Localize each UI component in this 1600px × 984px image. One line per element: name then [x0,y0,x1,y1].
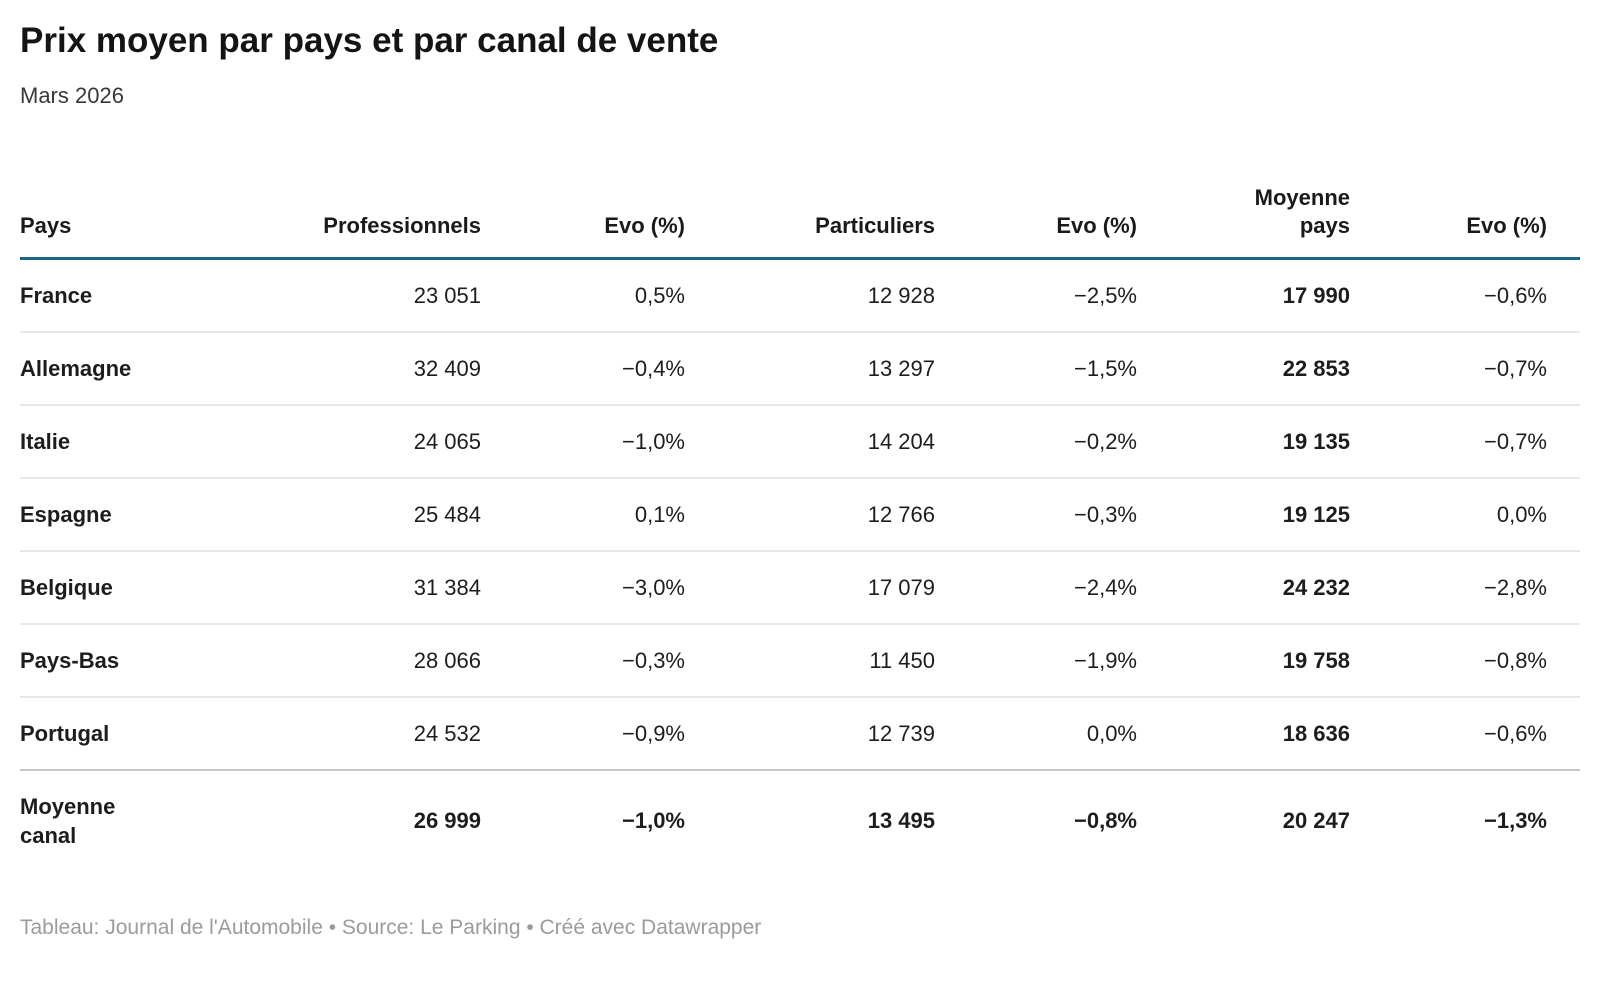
cell-evo-moyenne-pays: −0,6% [1484,282,1547,308]
table-body: France 23 051 0,5% 12 928 −2,5% 17 990 −0,6% Al… [20,258,1580,871]
header-row: Pays Professionnels Evo (%) Particuliers… [20,110,1580,260]
column-header-evo-professionnels: Evo (%) [481,110,685,260]
cell-evo-professionnels: −3,0% [481,549,685,624]
column-header-label: Evo (%) [1056,213,1137,239]
cell-evo-particuliers: −0,8% [935,768,1137,871]
cell-particuliers: 12 766 [685,476,935,551]
table-row: Portugal 24 532 −0,9% 12 739 0,0% 18 636 −0,6% [20,695,1580,770]
pays-label: Italie [20,428,71,454]
cell-moyenne-pays: 19 135 [1137,403,1350,478]
cell-particuliers: 12 928 [867,282,935,308]
cell-evo-moyenne-pays: −0,6% [1350,695,1580,770]
table-row: France 23 051 0,5% 12 928 −2,5% 17 990 −0,6% [20,258,1580,332]
cell-moyenne-pays: 18 636 [1137,695,1350,770]
cell-professionnels: 23 051 [413,282,481,308]
cell-evo-moyenne-pays: 0,0% [1350,476,1580,551]
cell-particuliers: 14 204 [685,403,935,478]
cell-evo-professionnels: −1,0% [481,768,685,871]
cell-pays: Belgique [20,549,250,624]
cell-particuliers: 17 079 [685,549,935,624]
pays-label: Portugal [20,720,110,746]
column-header-label: Evo (%) [1466,213,1547,239]
cell-professionnels: 32 409 [250,330,481,405]
pays-label: Moyenne canal [20,793,116,848]
cell-professionnels: 25 484 [250,476,481,551]
cell-pays: Moyenne canal [20,768,250,871]
cell-pays: Italie [20,403,250,478]
cell-moyenne-pays: 22 853 [1137,330,1350,405]
column-header-pays: Pays [20,110,250,260]
column-header-moyenne-pays: Moyenne pays [1137,110,1350,260]
cell-particuliers: 12 739 [685,695,935,770]
column-header-evo-particuliers: Evo (%) [935,110,1137,260]
cell-moyenne-pays: 19 125 [1137,476,1350,551]
chart-title: Prix moyen par pays et par canal de vent… [20,21,719,60]
cell-moyenne-pays: 20 247 [1137,768,1350,871]
table-row: Espagne 25 484 0,1% 12 766 −0,3% 19 125 0,0% [20,476,1580,551]
cell-evo-professionnels: −0,4% [481,330,685,405]
cell-moyenne-pays: 24 232 [1137,549,1350,624]
data-table: Pays Professionnels Evo (%) Particuliers… [20,110,1580,871]
pays-label: Belgique [20,574,113,600]
chart-subtitle: Mars 2026 [20,83,124,108]
cell-moyenne-pays: 17 990 [1282,282,1350,308]
cell-evo-particuliers: −1,9% [935,622,1137,697]
column-header-label: Professionnels [323,213,481,239]
table-header: Pays Professionnels Evo (%) Particuliers… [20,110,1580,260]
cell-evo-professionnels: 0,1% [481,476,685,551]
pays-label: Espagne [20,501,112,527]
cell-evo-moyenne-pays: −2,8% [1350,549,1580,624]
cell-pays: Allemagne [20,330,250,405]
cell-particuliers: 13 297 [685,330,935,405]
pays-label: Pays-Bas [20,647,120,673]
table-row: Belgique 31 384 −3,0% 17 079 −2,4% 24 232 −2,8… [20,549,1580,624]
column-header-professionnels: Professionnels [250,110,481,260]
cell-evo-particuliers: −1,5% [935,330,1137,405]
cell-evo-professionnels: −0,9% [481,695,685,770]
column-header-evo-moyenne-pays: Evo (%) [1350,110,1580,260]
cell-pays: Portugal [20,695,250,770]
cell-pays: Pays-Bas [20,622,250,697]
pays-label: France [20,282,93,308]
cell-particuliers: 13 495 [685,768,935,871]
cell-moyenne-pays: 19 758 [1137,622,1350,697]
cell-evo-professionnels: 0,5% [634,282,685,308]
chart-footer: Tableau: Journal de l'Automobile • Sourc… [20,913,1580,942]
cell-pays: Espagne [20,476,250,551]
table-row: Allemagne 32 409 −0,4% 13 297 −1,5% 22 853 −0,… [20,330,1580,405]
cell-evo-particuliers: −2,4% [935,549,1137,624]
cell-professionnels: 26 999 [250,768,481,871]
cell-professionnels: 24 065 [250,403,481,478]
cell-professionnels: 31 384 [250,549,481,624]
cell-evo-professionnels: −0,3% [481,622,685,697]
chart-header: Prix moyen par pays et par canal de vent… [20,20,1580,111]
pays-label: Allemagne [20,355,132,381]
column-header-label: Pays [20,213,72,239]
table-row: Pays-Bas 28 066 −0,3% 11 450 −1,9% 19 758 −0,8… [20,622,1580,697]
table-row: Italie 24 065 −1,0% 14 204 −0,2% 19 135 −0,7% [20,403,1580,478]
cell-evo-moyenne-pays: −0,7% [1350,330,1580,405]
cell-evo-particuliers: −0,2% [935,403,1137,478]
summary-row: Moyenne canal 26 999 −1,0% 13 495 −0,8% 20 24… [20,768,1580,871]
cell-evo-professionnels: −1,0% [481,403,685,478]
column-header-label: Evo (%) [604,213,685,239]
cell-particuliers: 11 450 [685,622,935,697]
column-header-particuliers: Particuliers [685,110,935,260]
attribution-text: Tableau: Journal de l'Automobile • Sourc… [20,915,762,939]
cell-evo-moyenne-pays: −0,8% [1350,622,1580,697]
cell-professionnels: 28 066 [250,622,481,697]
cell-evo-particuliers: −0,3% [935,476,1137,551]
cell-evo-moyenne-pays: −1,3% [1350,768,1580,871]
cell-professionnels: 24 532 [250,695,481,770]
column-header-label: Moyenne pays [1254,184,1350,239]
column-header-label: Particuliers [815,213,935,239]
cell-evo-particuliers: 0,0% [935,695,1137,770]
cell-pays: France [20,258,250,332]
cell-evo-moyenne-pays: −0,7% [1350,403,1580,478]
cell-evo-particuliers: −2,5% [1074,282,1137,308]
